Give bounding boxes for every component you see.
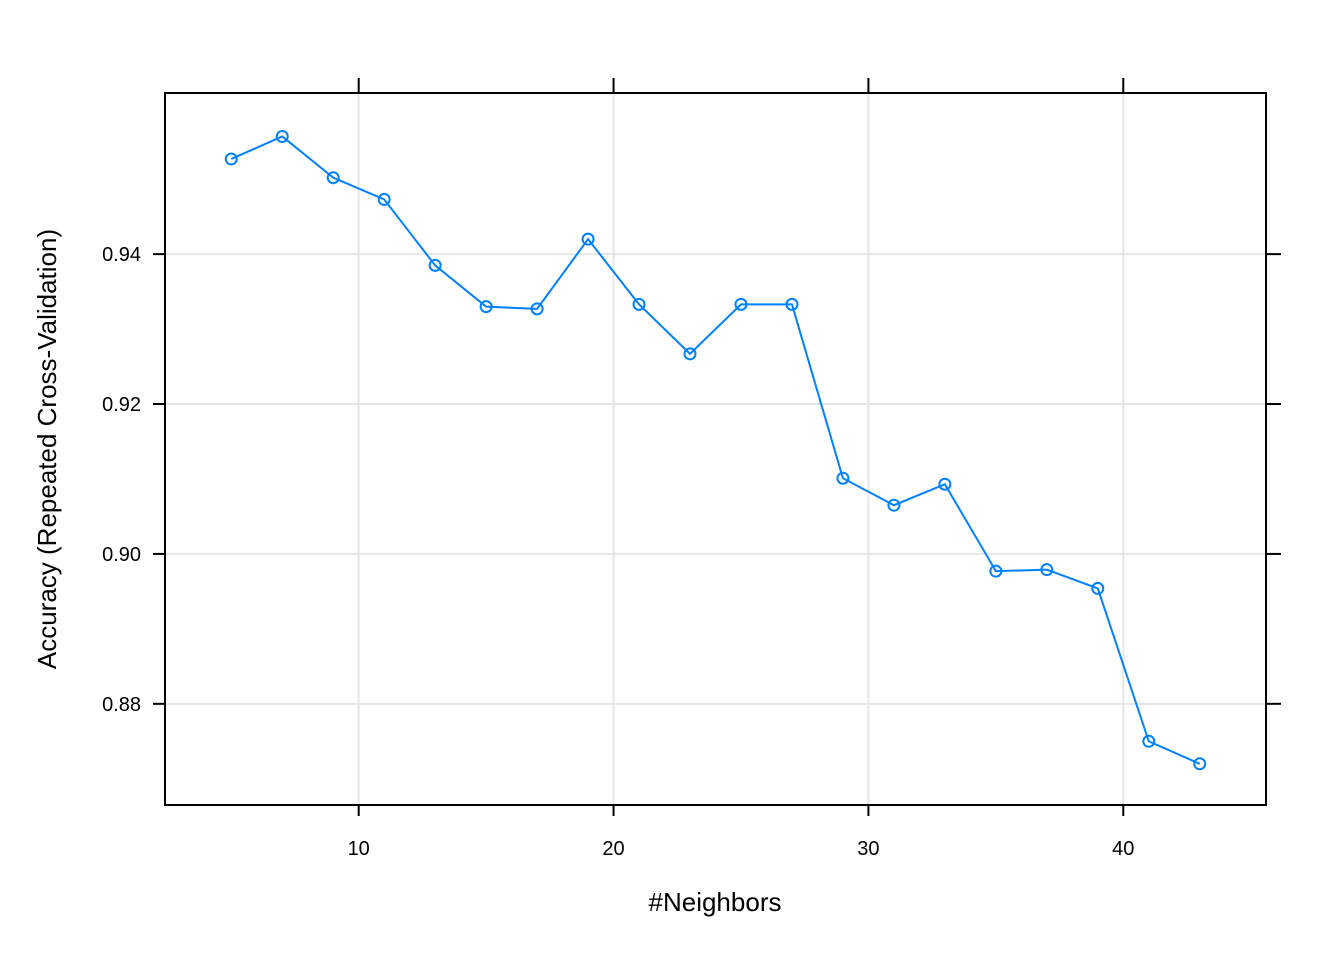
x-tick-label: 40 [1112,838,1134,860]
data-point [224,152,238,166]
data-point [887,498,901,512]
data-point [326,171,340,185]
x-tick-label: 20 [602,838,624,860]
data-point [275,129,289,143]
data-point [1142,734,1156,748]
y-tick-label: 0.90 [102,544,141,566]
data-point [1193,757,1207,771]
data-point [479,300,493,314]
data-point [734,297,748,311]
data-point [530,302,544,316]
plot-frame [164,92,1267,806]
data-point [1040,563,1054,577]
data-point [377,192,391,206]
y-tick-label: 0.88 [102,694,141,716]
data-point [683,347,697,361]
data-point [428,258,442,272]
tick-labels: 10 20 30 40 0.88 0.90 0.92 0.94 [102,244,1134,860]
grid [165,93,1266,805]
data-point [785,297,799,311]
y-tick-label: 0.92 [102,394,141,416]
data-point [938,477,952,491]
x-axis-title: #Neighbors [649,887,782,917]
series-group [224,129,1207,771]
data-point [632,297,646,311]
y-axis-title: Accuracy (Repeated Cross-Validation) [32,229,62,669]
x-tick-label: 30 [857,838,879,860]
x-tick-label: 10 [348,838,370,860]
ticks [153,78,1281,816]
y-tick-label: 0.94 [102,244,141,266]
data-point [836,471,850,485]
data-point [581,232,595,246]
series-line [230,135,1201,765]
data-point [1091,581,1105,595]
data-point [989,564,1003,578]
